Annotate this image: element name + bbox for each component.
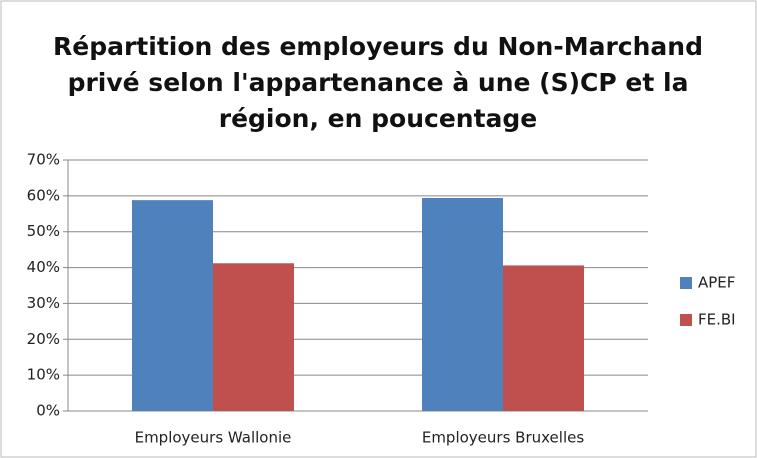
- x-tick-label: Employeurs Bruxelles: [422, 429, 584, 447]
- y-tick-label: 0%: [36, 402, 60, 420]
- y-tick-label: 60%: [27, 186, 60, 204]
- chart-title: Répartition des employeurs du Non-Marcha…: [53, 32, 703, 61]
- y-tick-label: 40%: [27, 258, 60, 276]
- x-tick-label: Employeurs Wallonie: [135, 429, 292, 447]
- y-tick-label: 10%: [27, 366, 60, 384]
- bar: [422, 198, 503, 411]
- bar: [132, 200, 213, 411]
- chart-title: région, en poucentage: [219, 104, 538, 133]
- y-tick-label: 50%: [27, 222, 60, 240]
- bar: [503, 265, 584, 411]
- y-tick-label: 20%: [27, 330, 60, 348]
- bar: [213, 263, 294, 411]
- chart-title: privé selon l'appartenance à une (S)CP e…: [68, 68, 689, 97]
- legend-swatch: [680, 314, 692, 326]
- legend-label: APEF: [698, 274, 735, 292]
- legend-swatch: [680, 277, 692, 289]
- y-tick-label: 30%: [27, 294, 60, 312]
- y-tick-label: 70%: [27, 151, 60, 169]
- legend-label: FE.BI: [698, 311, 736, 329]
